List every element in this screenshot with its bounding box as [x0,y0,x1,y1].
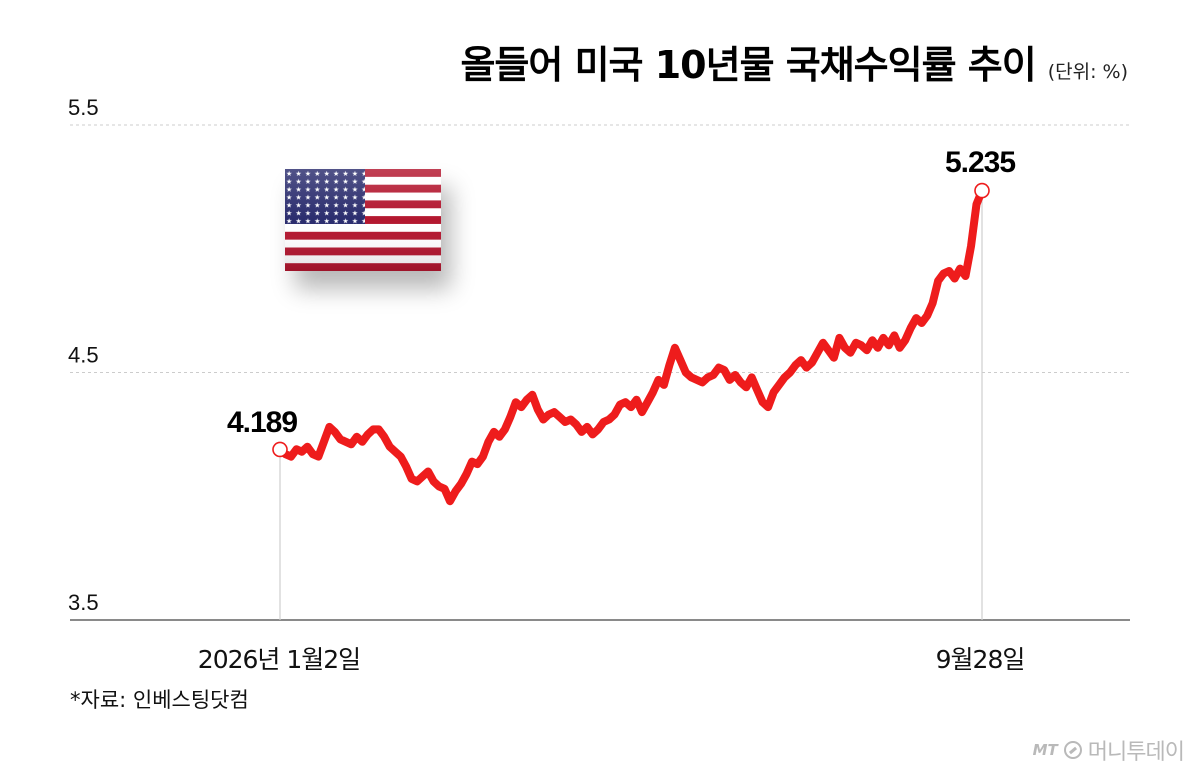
data-point [974,182,990,199]
y-tick-labels: 3.5 4.5 5.5 [68,95,99,615]
x-tick-label: 9월28일 [936,645,1025,674]
x-tick-label: 2026년 1월2일 [198,645,360,674]
brand-prefix: MT [1032,741,1058,759]
annotation-guides [279,190,983,620]
brand-name: 머니투데이 [1087,740,1185,765]
series-line [276,186,986,506]
data-labels: 4.189 5.235 [227,146,1016,439]
data-point [272,441,288,458]
endpoint-markers [272,182,990,458]
gridlines [70,124,1130,373]
y-tick-label: 3.5 [68,590,99,615]
y-tick-label: 5.5 [68,95,99,120]
brand-mark-icon [1063,741,1082,759]
x-tick-labels: 2026년 1월2일 9월28일 [198,645,1026,674]
unit-label: (단위: %) [1047,61,1128,83]
brand-logo: MT 머니투데이 [1032,734,1185,766]
source-note: *자료: 인베스팅닷컴 [70,688,249,712]
us-flag-icon: ★ [285,169,441,271]
chart-title: 올들어 미국 10년물 국채수익률 추이 [460,43,1036,87]
data-label: 4.189 [227,406,297,439]
data-label: 5.235 [945,146,1015,179]
series-lines [276,186,986,506]
chart-title-block: 올들어 미국 10년물 국채수익률 추이 (단위: %) [460,34,1128,89]
y-tick-label: 4.5 [68,343,99,368]
